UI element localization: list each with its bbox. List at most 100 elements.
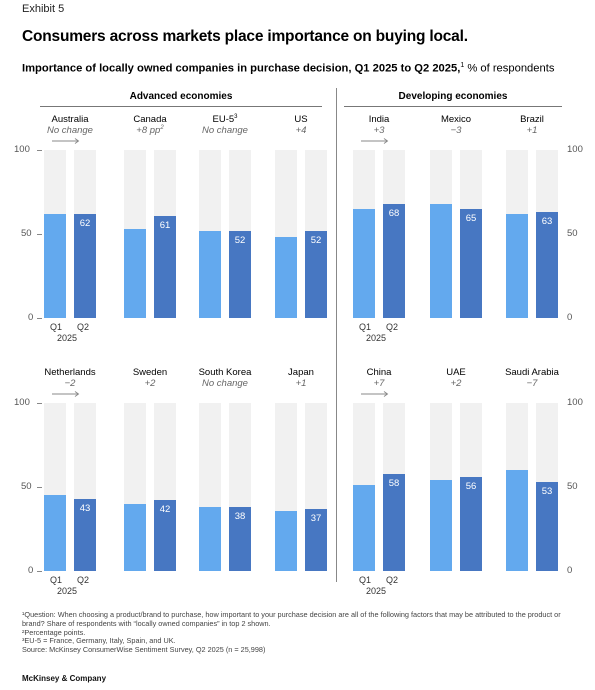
bar-q1	[124, 229, 146, 318]
bar-q2: 63	[536, 212, 558, 318]
bar-q2: 52	[229, 230, 251, 318]
bar-q2: 52	[305, 230, 327, 318]
bar-value-label: 61	[159, 219, 171, 231]
bar-q2: 43	[74, 498, 96, 571]
bar-track-q1	[430, 150, 452, 318]
country-label: Brazil	[520, 114, 544, 125]
bar-track-q1	[430, 403, 452, 571]
bar-value-label: 58	[388, 477, 400, 489]
x-label-q1: Q1	[359, 575, 372, 585]
change-label: No change	[202, 125, 248, 136]
change-label: +1	[295, 378, 307, 389]
bar-value-label: 38	[234, 511, 246, 523]
change-label: No change	[47, 125, 93, 136]
panel-sweden: Sweden +2 42	[120, 367, 180, 571]
y-tick-mark-left	[37, 487, 42, 488]
brand-logo-text: McKinsey & Company	[22, 674, 107, 683]
y-tick-right: 100	[567, 144, 583, 155]
bar-track-q2: 63	[536, 150, 558, 318]
x-label-year: 2025	[366, 586, 387, 596]
bar-track-q1	[506, 150, 528, 318]
bar-value-label: 43	[79, 502, 91, 514]
y-tick-left: 100	[14, 397, 30, 408]
panel-brazil: Brazil +1 63	[502, 114, 562, 318]
country-label: Japan	[288, 367, 314, 378]
bar-track-q2: 61	[154, 150, 176, 318]
bar-q2: 37	[305, 508, 327, 571]
bar-q2: 58	[383, 473, 405, 571]
bar-track-q1	[275, 150, 297, 318]
bar-track-q2: 42	[154, 403, 176, 571]
country-label: Netherlands	[44, 367, 96, 378]
y-tick-mark-left	[37, 150, 42, 151]
y-tick-left: 0	[28, 312, 34, 323]
bar-q1	[124, 503, 146, 571]
country-label: UAE	[446, 367, 466, 378]
panel-south-korea: South Korea No change 38	[195, 367, 255, 571]
panel-eu-5: EU-53 No change 52	[195, 114, 255, 318]
bar-track-q1	[124, 403, 146, 571]
panel-japan: Japan +1 37	[271, 367, 331, 571]
change-label: +8 pp2	[136, 125, 164, 137]
y-tick-right: 100	[567, 397, 583, 408]
bar-q1	[506, 470, 528, 571]
country-label: China	[366, 367, 392, 378]
country-label: India	[368, 114, 390, 125]
bar-track-q1	[353, 150, 375, 318]
bar-track-q1	[199, 150, 221, 318]
x-label-q1: Q1	[50, 575, 63, 585]
panel-saudi-arabia: Saudi Arabia −7 53	[502, 367, 562, 571]
x-label-q2: Q2	[77, 322, 90, 332]
panel-mexico: Mexico −3 65	[426, 114, 486, 318]
panel-canada: Canada +8 pp2 61	[120, 114, 180, 318]
group-heading-advanced: Advanced economies	[129, 91, 233, 102]
subtitle-main: Importance of locally owned companies in…	[22, 62, 461, 75]
bar-q1	[353, 485, 375, 571]
x-label-q2: Q2	[77, 575, 90, 585]
country-label: Canada	[133, 114, 167, 125]
y-tick-left: 100	[14, 144, 30, 155]
change-label: +2	[144, 378, 156, 389]
change-label: +3	[373, 125, 385, 136]
y-tick-right: 50	[567, 228, 578, 239]
chart-subtitle: Importance of locally owned companies in…	[22, 62, 554, 75]
change-label: +1	[526, 125, 538, 136]
group-rule-developing	[344, 106, 562, 107]
bar-track-q2: 37	[305, 403, 327, 571]
subtitle-footnote-ref: 1	[460, 62, 465, 69]
bar-track-q1	[353, 403, 375, 571]
y-tick-left: 50	[21, 481, 32, 492]
bar-value-label: 62	[79, 217, 91, 229]
bar-q2: 68	[383, 203, 405, 318]
y-tick-right: 0	[567, 565, 573, 576]
y-tick-mark-left	[37, 318, 42, 319]
y-tick-mark-left	[37, 571, 42, 572]
bar-q2: 61	[154, 215, 176, 318]
bar-value-label: 52	[234, 234, 246, 246]
bar-q1	[506, 213, 528, 318]
country-label: Saudi Arabia	[505, 367, 559, 378]
change-label: No change	[202, 378, 248, 389]
country-label: US	[294, 114, 308, 125]
bar-q1	[199, 230, 221, 318]
panel-us: US +4 52	[271, 114, 331, 318]
footnote-3: ³EU-5 = France, Germany, Italy, Spain, a…	[22, 636, 176, 646]
bar-q1	[199, 507, 221, 571]
group-rule-advanced	[40, 106, 322, 107]
x-label-q1: Q1	[359, 322, 372, 332]
bar-track-q1	[124, 150, 146, 318]
bar-track-q2: 52	[305, 150, 327, 318]
x-label-q2: Q2	[386, 322, 399, 332]
bar-track-q2: 52	[229, 150, 251, 318]
y-tick-right: 0	[567, 312, 573, 323]
y-tick-mark-left	[37, 234, 42, 235]
bar-q1	[430, 480, 452, 571]
exhibit-label: Exhibit 5	[22, 3, 65, 15]
change-label: +4	[295, 125, 307, 136]
change-label: −2	[64, 378, 76, 389]
bar-track-q1	[275, 403, 297, 571]
panel-uae: UAE +2 56	[426, 367, 486, 571]
bar-value-label: 42	[159, 504, 171, 516]
bar-q2: 42	[154, 500, 176, 571]
footnote-2: ²Percentage points.	[22, 627, 86, 637]
